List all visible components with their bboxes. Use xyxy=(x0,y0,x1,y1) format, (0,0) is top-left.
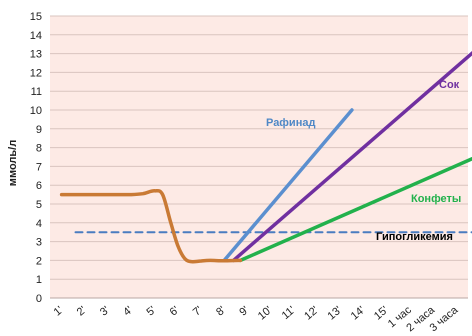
series-line-2 xyxy=(222,108,354,263)
y-tick-label: 14 xyxy=(30,30,42,42)
y-tick-label: 4 xyxy=(36,218,42,230)
x-tick-label: 1' xyxy=(52,304,66,318)
y-tick-label: 0 xyxy=(36,293,42,305)
x-axis-ticks: 1' 2' 3' 4' 5' 6' 7' 8' 9' 10' 11' 12' 13' 14' 15'1 ча… xyxy=(52,304,461,335)
series-label-sok: Сок xyxy=(439,79,460,91)
series-line-5 xyxy=(59,188,243,264)
x-tick-label: 14' xyxy=(349,304,368,322)
series-label-rafinad: Рафинад xyxy=(266,117,315,129)
y-tick-label: 13 xyxy=(30,49,42,61)
y-tick-label: 10 xyxy=(30,105,42,117)
x-tick-label: 10' xyxy=(256,304,275,322)
plot-background xyxy=(50,16,468,298)
series-label-hypoglycemia: Гипогликемия xyxy=(376,231,453,243)
x-tick-label: 5' xyxy=(144,304,158,318)
y-axis-label: ммоль/л xyxy=(7,140,19,186)
y-tick-label: 15 xyxy=(30,11,42,23)
x-tick-label: 2' xyxy=(75,304,89,318)
series-label-konfety: Конфеты xyxy=(411,193,461,205)
y-tick-label: 1 xyxy=(36,274,42,286)
x-tick-label: 13' xyxy=(326,304,345,322)
x-tick-label: 4' xyxy=(121,304,135,318)
y-tick-label: 8 xyxy=(36,143,42,155)
y-tick-label: 9 xyxy=(36,124,42,136)
y-tick-label: 11 xyxy=(31,86,42,98)
x-tick-label: 6' xyxy=(168,304,182,318)
y-tick-label: 2 xyxy=(36,255,42,267)
x-tick-label: 3' xyxy=(98,304,112,318)
x-tick-label: 12' xyxy=(302,304,321,322)
y-tick-label: 6 xyxy=(36,180,42,192)
y-tick-label: 5 xyxy=(36,199,42,211)
y-tick-label: 7 xyxy=(36,161,42,173)
series-lines xyxy=(59,50,472,264)
series-line-4 xyxy=(238,156,472,263)
x-tick-label: 9' xyxy=(237,304,251,318)
y-tick-label: 12 xyxy=(30,67,42,79)
series-line-3 xyxy=(231,50,472,263)
grid xyxy=(50,15,468,299)
x-tick-label: 8' xyxy=(214,304,228,318)
y-tick-label: 3 xyxy=(36,237,42,249)
x-tick-label: 11' xyxy=(280,304,298,322)
x-tick-label: 7' xyxy=(191,304,205,318)
